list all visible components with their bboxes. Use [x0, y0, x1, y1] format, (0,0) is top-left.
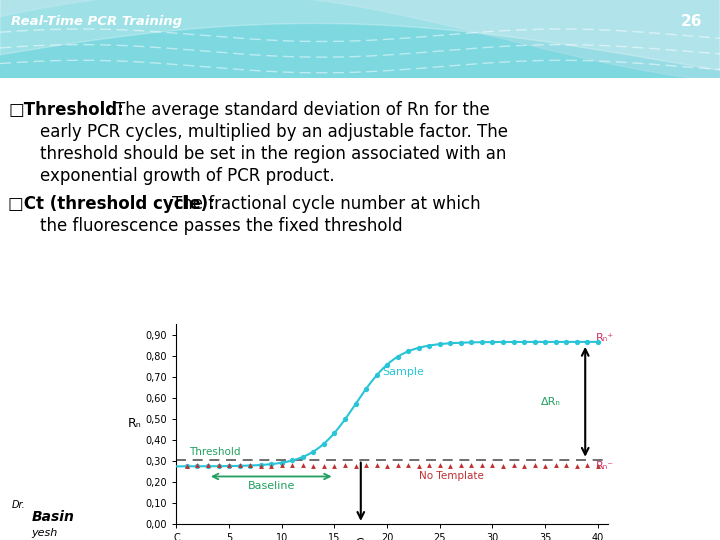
Text: yesh: yesh	[32, 528, 58, 538]
Text: Baseline: Baseline	[248, 481, 295, 491]
Text: Rₙ⁻: Rₙ⁻	[595, 461, 614, 471]
Text: early PCR cycles, multiplied by an adjustable factor. The: early PCR cycles, multiplied by an adjus…	[40, 123, 508, 141]
Text: Sample: Sample	[382, 367, 424, 376]
Y-axis label: Rₙ: Rₙ	[127, 417, 142, 430]
Text: the fluorescence passes the fixed threshold: the fluorescence passes the fixed thresh…	[40, 217, 402, 235]
Text: Dr.: Dr.	[12, 500, 25, 510]
Text: Cₜ: Cₜ	[354, 537, 367, 540]
Text: No Template: No Template	[419, 470, 484, 481]
Text: Real-Time PCR Training: Real-Time PCR Training	[11, 16, 182, 29]
Text: □Ct (threshold cycle):: □Ct (threshold cycle):	[8, 195, 215, 213]
Text: The fractional cycle number at which: The fractional cycle number at which	[172, 195, 481, 213]
Text: threshold should be set in the region associated with an: threshold should be set in the region as…	[40, 145, 506, 163]
Text: ΔRₙ: ΔRₙ	[541, 397, 560, 407]
Text: Rₙ⁺: Rₙ⁺	[595, 333, 614, 343]
Text: □Threshold:: □Threshold:	[8, 101, 124, 119]
Text: Basin: Basin	[32, 510, 75, 524]
Text: Threshold: Threshold	[189, 447, 240, 457]
Text: exponential growth of PCR product.: exponential growth of PCR product.	[40, 167, 335, 185]
Text: The average standard deviation of Rn for the: The average standard deviation of Rn for…	[115, 101, 490, 119]
Text: 26: 26	[680, 15, 702, 29]
